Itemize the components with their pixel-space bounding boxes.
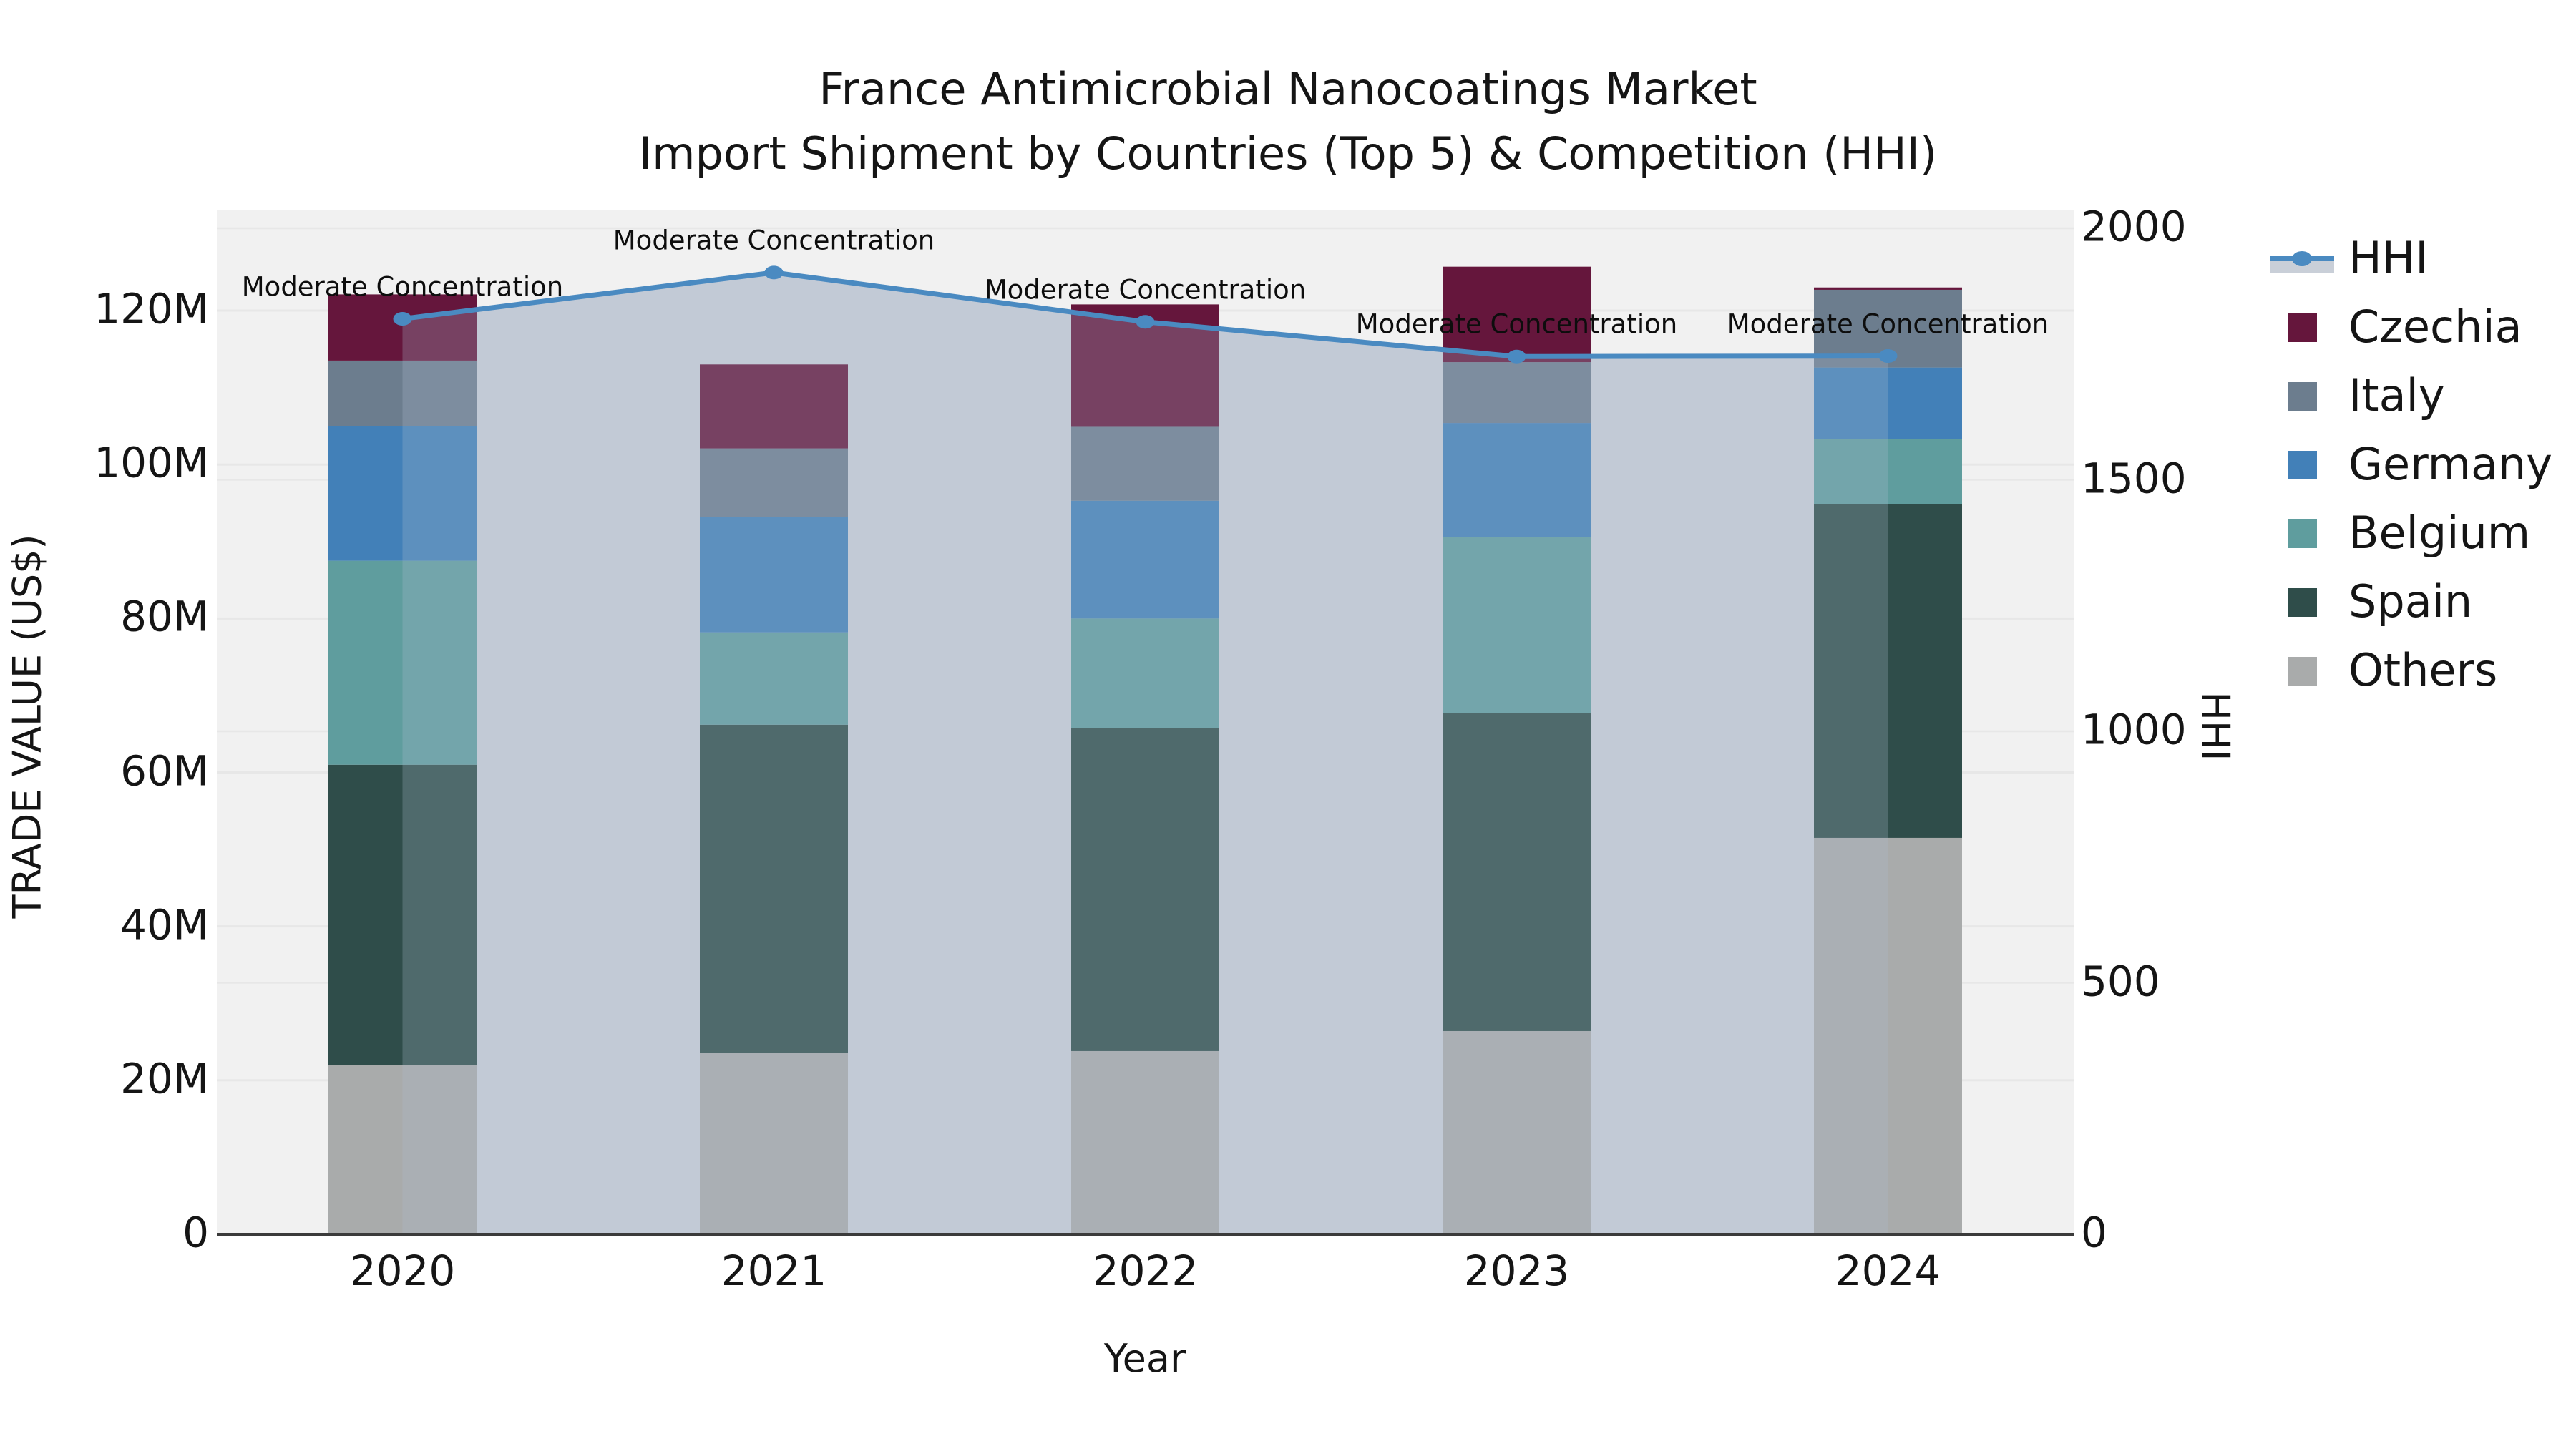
bar-segment-belgium-2023 — [1443, 537, 1591, 713]
right-tick-1000: 1000 — [2081, 705, 2187, 754]
legend-label-spain: Spain — [2348, 575, 2473, 628]
hhi-marker-2020 — [393, 312, 412, 326]
bar-segment-italy-2020 — [328, 360, 477, 426]
legend-label-belgium: Belgium — [2348, 507, 2531, 560]
right-tick-0: 0 — [2081, 1208, 2107, 1257]
legend-label-italy: Italy — [2348, 369, 2445, 422]
hhi-marker-2023 — [1507, 349, 1526, 364]
hhi-area-overlay — [402, 272, 1888, 1234]
left-tick-20M: 20M — [120, 1054, 209, 1103]
left-tick-60M: 60M — [120, 746, 209, 795]
bar-segment-czechia-2024 — [1814, 287, 1962, 290]
bar-segment-czechia-2021 — [700, 364, 848, 449]
bar-segment-spain-2024 — [1814, 504, 1962, 838]
bar-segment-belgium-2024 — [1814, 439, 1962, 504]
legend-swatch-spain — [2288, 588, 2317, 617]
annotation-2021: Moderate Concentration — [613, 225, 935, 256]
bar-segment-germany-2020 — [328, 426, 477, 561]
bar-segment-germany-2021 — [700, 517, 848, 633]
right-tick-2000: 2000 — [2081, 202, 2187, 251]
left-tick-40M: 40M — [120, 899, 209, 949]
legend-hhi-marker-icon — [2292, 251, 2312, 266]
x-tick-2023: 2023 — [1463, 1246, 1570, 1295]
bar-segment-spain-2023 — [1443, 713, 1591, 1031]
annotation-2022: Moderate Concentration — [984, 274, 1307, 306]
right-axis-label: HHI — [2192, 691, 2238, 761]
legend-swatch-germany — [2288, 451, 2317, 479]
annotation-2024: Moderate Concentration — [1727, 308, 2049, 340]
left-tick-80M: 80M — [120, 592, 209, 641]
bar-segment-germany-2023 — [1443, 423, 1591, 537]
bar-segment-others-2022 — [1071, 1050, 1219, 1234]
left-tick-120M: 120M — [94, 284, 209, 333]
legend-label-others: Others — [2348, 644, 2498, 697]
hhi-marker-2022 — [1136, 315, 1155, 329]
bar-segment-others-2024 — [1814, 837, 1962, 1234]
bar-segment-italy-2021 — [700, 448, 848, 517]
legend-swatch-czechia — [2288, 313, 2317, 342]
right-tick-500: 500 — [2081, 956, 2160, 1005]
x-tick-2020: 2020 — [349, 1246, 456, 1295]
annotation-2023: Moderate Concentration — [1355, 308, 1678, 340]
bar-segment-belgium-2021 — [700, 632, 848, 725]
legend-swatch-italy — [2288, 382, 2317, 411]
bar-segment-spain-2021 — [700, 724, 848, 1053]
bar-segment-others-2020 — [328, 1065, 477, 1234]
x-tick-2022: 2022 — [1092, 1246, 1199, 1295]
annotation-2020: Moderate Concentration — [241, 271, 564, 303]
bar-segment-germany-2024 — [1814, 367, 1962, 439]
right-tick-1500: 1500 — [2081, 453, 2187, 502]
legend-label-germany: Germany — [2348, 438, 2552, 491]
legend-swatch-belgium — [2288, 519, 2317, 548]
legend-swatch-others — [2288, 657, 2317, 686]
bar-segment-spain-2022 — [1071, 728, 1219, 1051]
x-tick-2021: 2021 — [721, 1246, 827, 1295]
legend-label-hhi: HHI — [2348, 232, 2429, 285]
x-axis-label: Year — [1103, 1336, 1186, 1381]
left-axis-label: TRADE VALUE (US$) — [4, 534, 50, 919]
left-tick-100M: 100M — [94, 438, 209, 487]
bar-segment-italy-2022 — [1071, 426, 1219, 501]
legend-label-czechia: Czechia — [2348, 301, 2522, 353]
bar-segment-others-2021 — [700, 1053, 848, 1234]
hhi-marker-2021 — [764, 265, 784, 280]
bar-segment-others-2023 — [1443, 1030, 1591, 1234]
bar-segment-czechia-2020 — [328, 294, 477, 361]
bar-segment-belgium-2022 — [1071, 618, 1219, 728]
bar-segment-czechia-2023 — [1443, 266, 1591, 363]
left-tick-0: 0 — [182, 1208, 209, 1257]
bar-segment-spain-2020 — [328, 764, 477, 1065]
bar-segment-belgium-2020 — [328, 560, 477, 765]
bar-segment-germany-2022 — [1071, 500, 1219, 619]
chart-title-line2: Import Shipment by Countries (Top 5) & C… — [638, 127, 1938, 180]
x-tick-2024: 2024 — [1835, 1246, 1941, 1295]
bar-segment-italy-2023 — [1443, 362, 1591, 424]
hhi-marker-2024 — [1878, 349, 1898, 364]
chart-title-line1: France Antimicrobial Nanocoatings Market — [819, 63, 1757, 115]
